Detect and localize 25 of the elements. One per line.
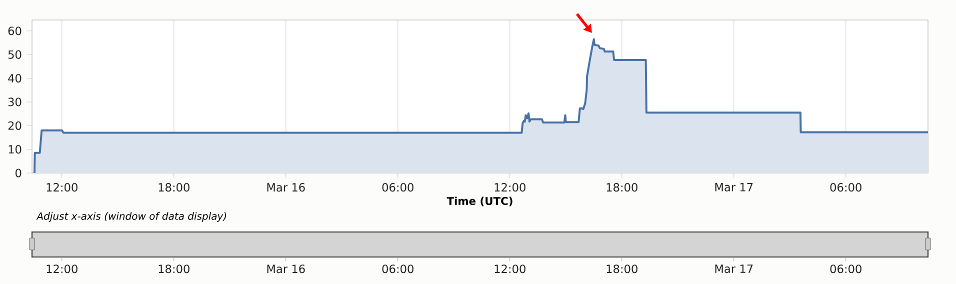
y-tick-label: 60 [8,26,22,36]
x-axis-title: Time (UTC) [446,196,512,206]
text: 06:00 [382,264,414,274]
y-tick-label: 0 [16,168,22,178]
y-tick-label: 20 [8,121,22,130]
text: Adjust x-axis (window of data display) [36,212,226,222]
y-tick-label: 40 [8,74,22,83]
x-tick-label: 12:00 [494,183,526,192]
text: Mar 16 [267,264,305,274]
y-tick-label: 30 [8,98,22,106]
x-tick-label: 18:00 [606,183,638,192]
text: 12:00 [46,264,78,274]
x-tick-label: 06:00 [382,183,414,192]
x-tick-label: Mar 17 [715,183,753,192]
text: 06:00 [830,264,862,274]
x-tick-label: Mar 16 [267,183,305,192]
x-tick-label: 18:00 [158,183,190,192]
x-tick-label: 12:00 [46,183,78,192]
x-tick-label: 06:00 [830,183,862,192]
y-tick-label: 50 [8,50,22,59]
text: 12:00 [494,264,526,274]
text: 18:00 [158,264,190,274]
text: 18:00 [606,264,638,274]
text: Mar 17 [715,264,753,274]
y-tick-label: 10 [8,145,22,154]
